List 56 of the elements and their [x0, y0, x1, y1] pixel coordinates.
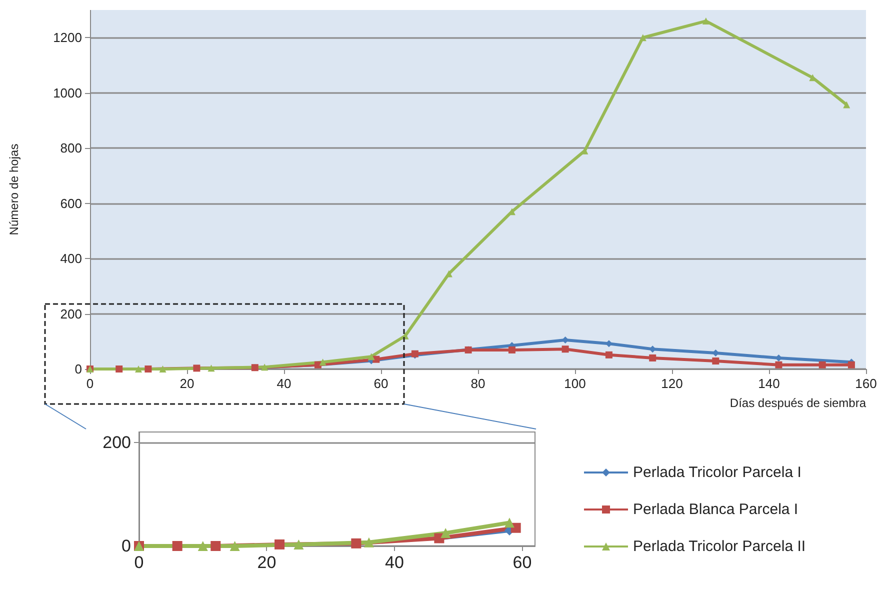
point — [775, 361, 782, 368]
x-tick-label: 120 — [661, 376, 683, 391]
x-tick-label: 140 — [758, 376, 780, 391]
y-tick-label: 200 — [60, 306, 82, 322]
x-tick-label: 0 — [86, 376, 94, 391]
x-tick-label: 160 — [855, 376, 877, 391]
x-tick-label: 80 — [470, 376, 486, 391]
point — [172, 541, 182, 551]
legend-label: Perlada Tricolor Parcela II — [633, 538, 806, 555]
point — [135, 366, 142, 372]
y-tick-label: 0 — [74, 362, 82, 376]
point — [562, 346, 569, 353]
y-tick-label: 800 — [60, 140, 82, 156]
point — [230, 541, 240, 551]
point — [712, 357, 720, 364]
point — [504, 518, 514, 528]
x-tick-label: 20 — [180, 376, 194, 391]
y-tick-label: 600 — [60, 196, 82, 211]
point — [208, 364, 215, 372]
point — [368, 353, 375, 360]
point — [843, 101, 850, 108]
legend-label: Perlada Blanca Parcela I — [633, 501, 798, 518]
x-tick-label: 100 — [564, 376, 586, 391]
y-axis-title: Número de hojas — [7, 144, 21, 236]
point — [261, 364, 268, 371]
legend-label: Perlada Tricolor Parcela I — [633, 464, 802, 481]
point — [274, 539, 285, 550]
point — [116, 366, 123, 372]
y-tick-label: 400 — [60, 251, 82, 266]
y-tick-label: 200 — [102, 432, 131, 452]
point — [351, 538, 362, 548]
point — [649, 354, 656, 362]
x-tick-label: 60 — [374, 376, 388, 391]
x-axis-title: Días después de siembra — [730, 396, 866, 410]
x-tick-label: 40 — [276, 376, 292, 391]
point — [702, 18, 710, 25]
point — [440, 528, 451, 538]
point — [210, 541, 221, 551]
x-tick-label: 0 — [134, 553, 144, 572]
point — [639, 34, 646, 42]
point — [294, 539, 304, 550]
point — [193, 364, 200, 372]
point — [508, 346, 516, 354]
point — [364, 537, 374, 548]
point — [159, 366, 166, 372]
x-tick-label: 20 — [257, 553, 276, 572]
point — [198, 541, 208, 551]
point — [818, 361, 826, 368]
y-tick-label: 1000 — [53, 85, 82, 100]
point — [848, 361, 855, 368]
x-tick-label: 60 — [512, 553, 532, 572]
x-tick-label: 40 — [385, 553, 404, 572]
point — [144, 366, 152, 372]
point — [605, 351, 612, 358]
point — [319, 358, 326, 366]
y-tick-label: 1200 — [53, 30, 82, 46]
